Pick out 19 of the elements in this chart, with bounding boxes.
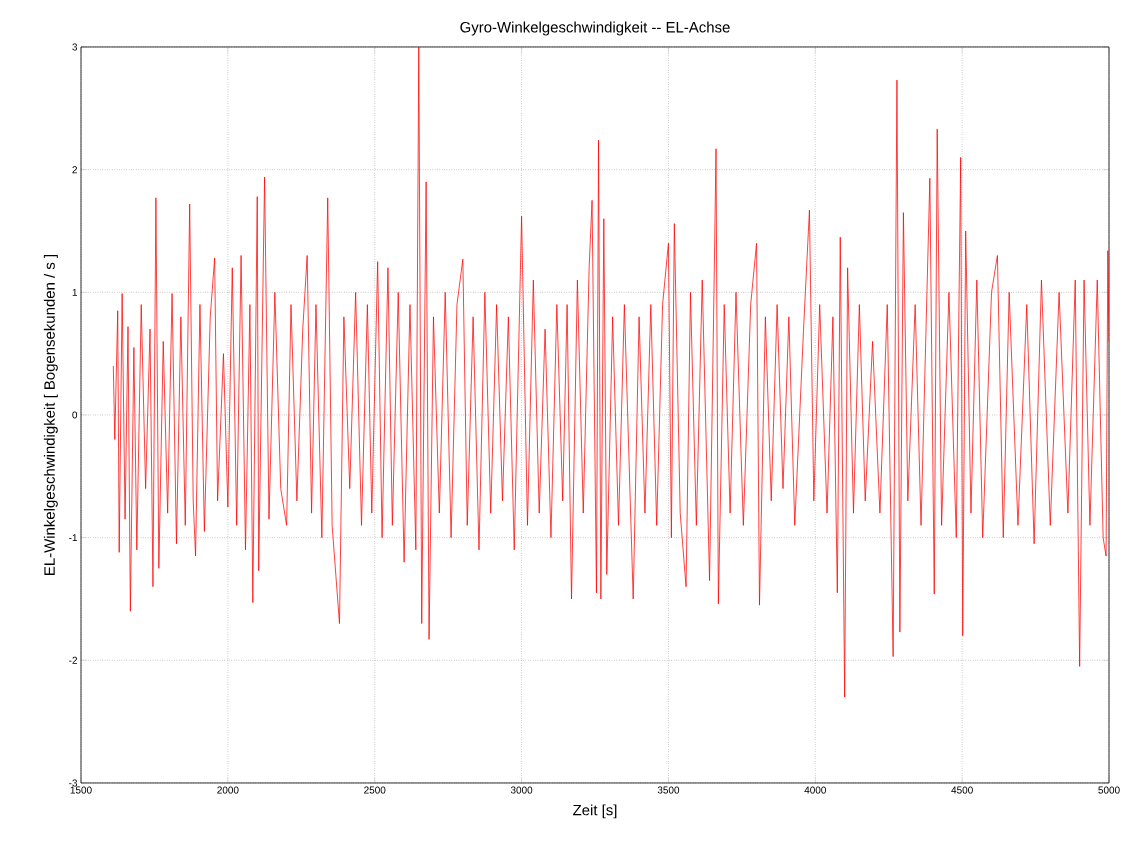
y-tick-label: -3 <box>69 779 78 787</box>
x-axis-title: Zeit [s] <box>573 804 617 819</box>
x-tick-label: 4500 <box>951 786 973 794</box>
x-tick-label: 3500 <box>657 786 680 794</box>
x-tick-label: 4000 <box>804 786 826 794</box>
x-tick-label: 2500 <box>364 786 386 794</box>
x-tick-label: 2000 <box>217 786 239 794</box>
chart-title: Gyro-Winkelgeschwindigkeit -- EL-Achse <box>460 21 730 36</box>
y-tick-label: 1 <box>72 288 78 296</box>
x-tick-label: 1500 <box>70 786 92 794</box>
x-tick-label: 5000 <box>1098 786 1120 794</box>
x-tick-label: 3000 <box>510 786 533 794</box>
y-tick-label: -2 <box>69 656 77 664</box>
y-tick-label: -1 <box>69 534 78 542</box>
y-axis-title: EL-Winkelgeschwindigkeit [ Bogensekunden / s ] <box>43 254 58 575</box>
line-series <box>112 46 1110 698</box>
y-tick-label: 0 <box>72 411 78 419</box>
y-tick-label: 2 <box>72 166 77 174</box>
y-tick-label: 3 <box>72 43 78 51</box>
